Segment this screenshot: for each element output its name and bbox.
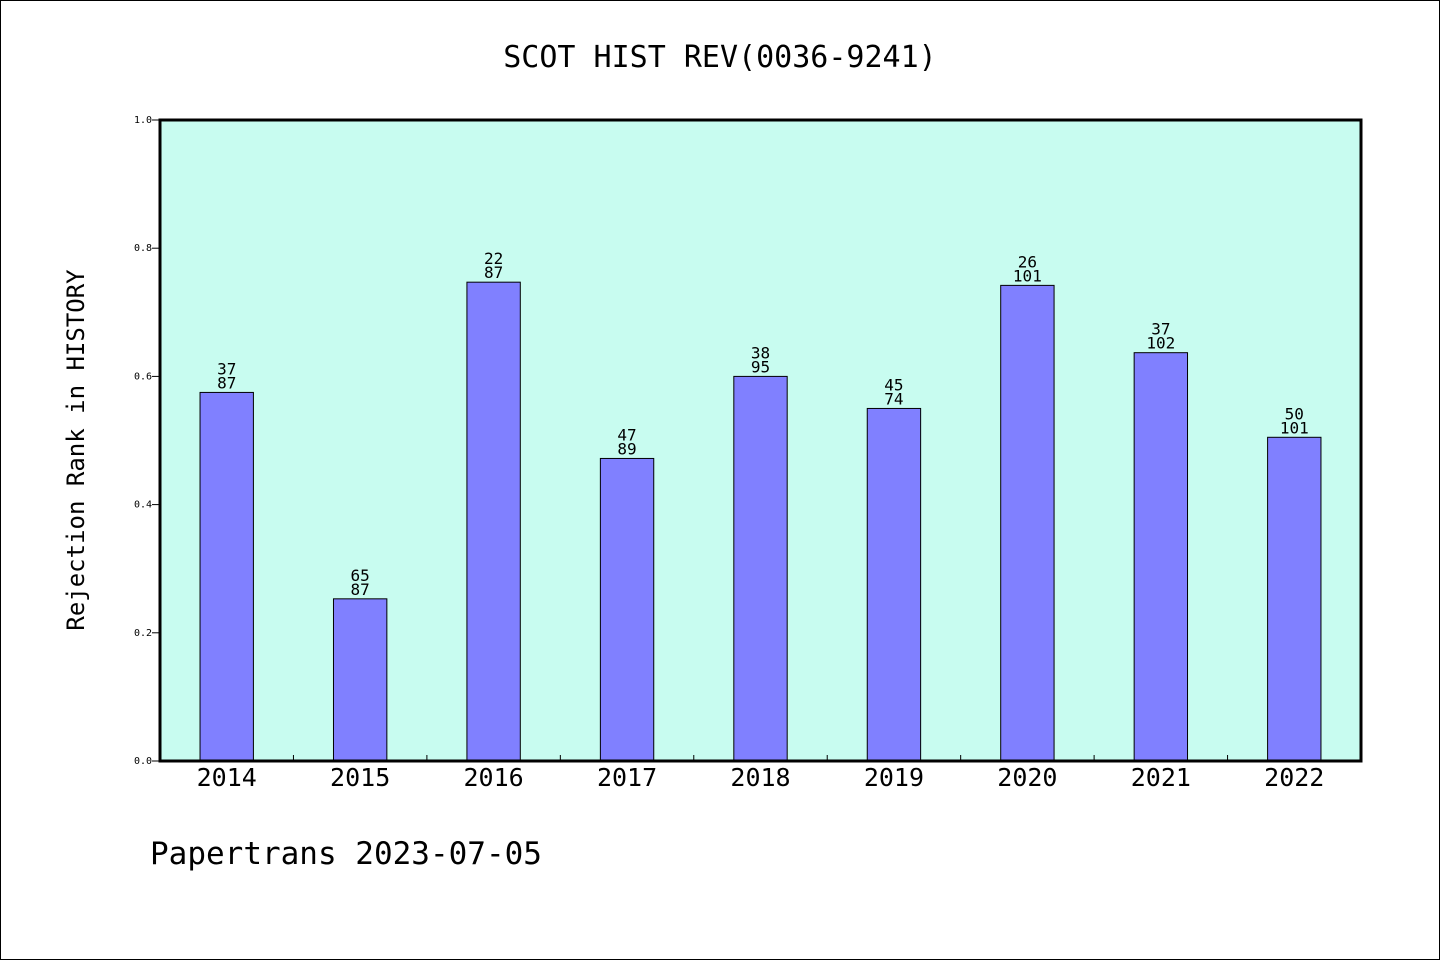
- bar: [733, 375, 788, 762]
- data-label-top: 38: [751, 343, 770, 362]
- y-axis: 0.0 0.2 0.4 0.6 0.8 1.0: [134, 115, 160, 767]
- bar: [199, 391, 254, 762]
- data-label-top: 37: [1151, 320, 1170, 339]
- x-tick-label: 2019: [864, 763, 924, 792]
- bar: [466, 281, 521, 762]
- data-label-bottom: 87: [484, 263, 503, 282]
- bars-group: [199, 281, 1322, 762]
- bar: [1267, 436, 1322, 762]
- x-tick-label: 2016: [464, 763, 524, 792]
- y-tick-label: 0.4: [134, 500, 152, 511]
- bar: [866, 407, 922, 762]
- data-label-top: 45: [884, 375, 903, 394]
- data-label-bottom: 89: [617, 439, 636, 458]
- x-tick-label: 2018: [730, 763, 790, 792]
- plot-border: [158, 118, 1363, 763]
- bar: [599, 457, 655, 762]
- x-tick-label: 2015: [330, 763, 390, 792]
- data-label-top: 22: [484, 249, 503, 268]
- data-label-bottom: 87: [217, 373, 236, 392]
- x-tick-label: 2014: [197, 763, 257, 792]
- data-label-top: 37: [217, 359, 236, 378]
- y-tick-label: 0.2: [134, 628, 152, 639]
- x-tick-label: 2022: [1264, 763, 1324, 792]
- y-tick-label: 0.8: [134, 243, 152, 254]
- data-label-top: 47: [617, 425, 636, 444]
- data-label-bottom: 95: [751, 357, 770, 376]
- footer-text: Papertrans 2023-07-05: [150, 836, 542, 872]
- y-tick-label: 0.0: [134, 756, 152, 767]
- y-tick-label: 0.6: [134, 371, 152, 382]
- bar: [1133, 352, 1189, 762]
- chart-title: SCOT HIST REV(0036-9241): [503, 40, 936, 75]
- bar: [1000, 284, 1055, 762]
- data-label-top: 65: [351, 566, 370, 585]
- y-tick-label: 1.0: [134, 115, 152, 126]
- y-axis-label: Rejection Rank in HISTORY: [62, 269, 90, 631]
- data-label-top: 26: [1018, 252, 1037, 271]
- data-label-bottom: 87: [351, 580, 370, 599]
- data-label-top: 50: [1285, 404, 1304, 423]
- bar: [332, 598, 388, 762]
- data-label-bottom: 101: [1013, 266, 1042, 285]
- data-label-bottom: 102: [1146, 334, 1175, 353]
- x-tick-label: 2017: [597, 763, 657, 792]
- data-label-bottom: 101: [1280, 418, 1309, 437]
- x-tick-label: 2020: [997, 763, 1057, 792]
- x-tick-label: 2021: [1131, 763, 1191, 792]
- x-axis: 2014 2015 2016 2017 2018 2019 2020 2021 2022: [197, 755, 1324, 792]
- data-label-bottom: 74: [884, 389, 903, 408]
